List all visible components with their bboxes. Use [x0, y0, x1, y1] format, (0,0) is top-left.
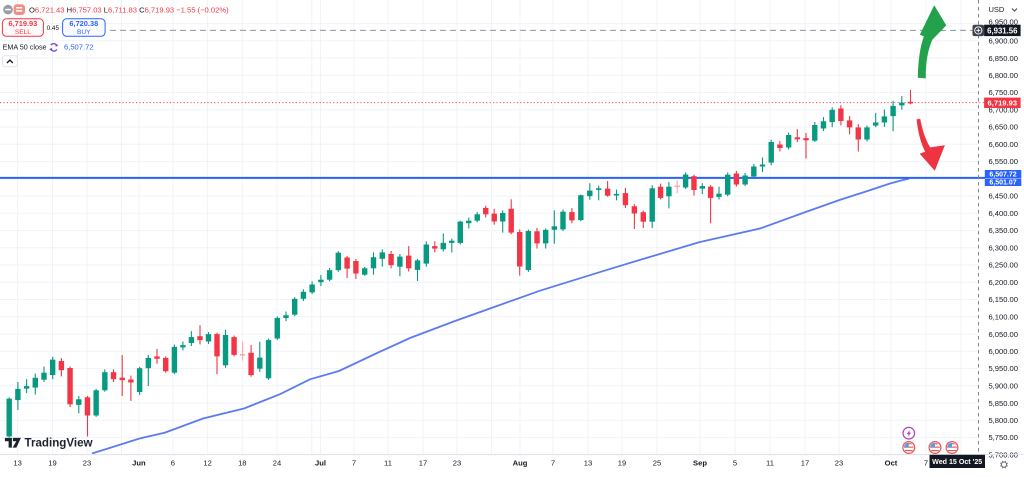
- svg-text:6,300.00: 6,300.00: [988, 244, 1018, 253]
- svg-text:BUY: BUY: [77, 29, 91, 36]
- svg-text:6,931.56: 6,931.56: [987, 26, 1018, 35]
- svg-text:11: 11: [384, 459, 392, 468]
- svg-text:Aug: Aug: [513, 459, 528, 468]
- svg-text:5,750.00: 5,750.00: [988, 433, 1018, 442]
- svg-text:6: 6: [171, 459, 175, 468]
- svg-text:5,950.00: 5,950.00: [988, 364, 1018, 373]
- svg-text:Sep: Sep: [693, 459, 707, 468]
- svg-text:5,800.00: 5,800.00: [988, 416, 1018, 425]
- svg-text:6,550.00: 6,550.00: [988, 157, 1018, 166]
- svg-text:6,100.00: 6,100.00: [988, 313, 1018, 322]
- svg-text:7: 7: [551, 459, 555, 468]
- svg-text:5: 5: [733, 459, 737, 468]
- svg-text:USD: USD: [989, 5, 1005, 14]
- svg-text:23: 23: [83, 459, 91, 468]
- svg-text:17: 17: [801, 459, 809, 468]
- svg-text:6,050.00: 6,050.00: [988, 330, 1018, 339]
- svg-text:17: 17: [419, 459, 427, 468]
- svg-text:6,719.93: 6,719.93: [9, 19, 38, 28]
- svg-text:0.45: 0.45: [47, 25, 60, 32]
- svg-text:6,900.00: 6,900.00: [988, 37, 1018, 46]
- svg-text:6,720.38: 6,720.38: [69, 19, 98, 28]
- svg-text:13: 13: [584, 459, 592, 468]
- svg-text:13: 13: [13, 459, 21, 468]
- svg-text:SELL: SELL: [15, 29, 31, 36]
- svg-text:6,700.00: 6,700.00: [988, 106, 1018, 115]
- svg-text:6,719.93: 6,719.93: [988, 99, 1018, 108]
- svg-text:23: 23: [835, 459, 843, 468]
- svg-text:18: 18: [238, 459, 246, 468]
- svg-text:6,000.00: 6,000.00: [988, 347, 1018, 356]
- svg-text:6,200.00: 6,200.00: [988, 278, 1018, 287]
- svg-text:Jul: Jul: [315, 459, 326, 468]
- svg-text:6,507.72: 6,507.72: [989, 172, 1016, 179]
- svg-text:5,850.00: 5,850.00: [988, 399, 1018, 408]
- svg-text:6,350.00: 6,350.00: [988, 226, 1018, 235]
- svg-text:6,850.00: 6,850.00: [988, 54, 1018, 63]
- svg-text:EMA 50 close: EMA 50 close: [3, 43, 47, 52]
- svg-text:6,600.00: 6,600.00: [988, 140, 1018, 149]
- svg-text:6,400.00: 6,400.00: [988, 209, 1018, 218]
- svg-text:6,750.00: 6,750.00: [988, 88, 1018, 97]
- svg-text:6,250.00: 6,250.00: [988, 261, 1018, 270]
- svg-text:5,900.00: 5,900.00: [988, 382, 1018, 391]
- svg-text:19: 19: [48, 459, 56, 468]
- svg-text:11: 11: [766, 459, 774, 468]
- svg-text:6,950.00: 6,950.00: [988, 17, 1018, 26]
- svg-text:7: 7: [352, 459, 356, 468]
- svg-text:24: 24: [273, 459, 281, 468]
- svg-text:Jun: Jun: [132, 459, 146, 468]
- svg-text:23: 23: [453, 459, 461, 468]
- svg-text:6,507.72: 6,507.72: [64, 43, 94, 52]
- svg-text:O6,721.43 H6,757.03 L6,711.83: O6,721.43 H6,757.03 L6,711.83 C6,719.93 …: [29, 5, 229, 14]
- svg-text:6,501.07: 6,501.07: [989, 180, 1016, 187]
- svg-text:12: 12: [203, 459, 211, 468]
- svg-text:6,150.00: 6,150.00: [988, 295, 1018, 304]
- svg-text:19: 19: [618, 459, 626, 468]
- svg-text:7: 7: [924, 459, 928, 468]
- svg-text:6,450.00: 6,450.00: [988, 192, 1018, 201]
- svg-text:25: 25: [653, 459, 661, 468]
- svg-text:6,650.00: 6,650.00: [988, 123, 1018, 132]
- svg-text:TradingView: TradingView: [25, 437, 94, 450]
- svg-text:6,800.00: 6,800.00: [988, 71, 1018, 80]
- svg-text:Oct: Oct: [885, 459, 898, 468]
- svg-text:Wed 15 Oct '25: Wed 15 Oct '25: [932, 458, 982, 466]
